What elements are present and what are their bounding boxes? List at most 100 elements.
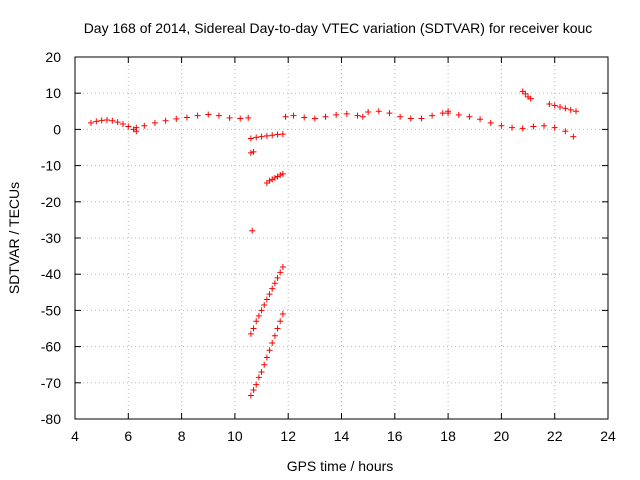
data-point (183, 114, 190, 121)
data-point (114, 119, 121, 126)
x-tick-label: 8 (178, 428, 186, 444)
data-point (258, 307, 265, 314)
data-point (253, 134, 260, 141)
data-point (466, 113, 473, 120)
data-point (455, 111, 462, 118)
data-point (194, 112, 201, 119)
data-point (263, 132, 270, 139)
y-tick-label: 10 (45, 85, 61, 101)
data-point (258, 133, 265, 140)
x-tick-label: 10 (227, 428, 243, 444)
data-point (271, 332, 278, 339)
data-point (87, 119, 94, 126)
data-point (562, 105, 569, 112)
data-point (397, 113, 404, 120)
data-point (477, 116, 484, 123)
axis-ticks: 4 6 8 10 12 14 16 18 20 22 24 -80 -70 -60 -50 -40 -30 -20… (41, 49, 616, 444)
data-point (527, 95, 534, 102)
data-point (274, 325, 281, 332)
data-point (162, 117, 169, 124)
y-axis-label: SDTVAR / TECUs (6, 182, 22, 294)
data-point (151, 119, 158, 126)
data-point (567, 106, 574, 113)
data-point (173, 115, 180, 122)
data-point (333, 111, 340, 118)
data-point (247, 392, 254, 399)
data-point (551, 102, 558, 109)
data-point (247, 330, 254, 337)
data-point (375, 108, 382, 115)
data-point (279, 131, 286, 138)
data-point (258, 368, 265, 375)
data-point (269, 132, 276, 139)
data-point (311, 115, 318, 122)
data-point (365, 109, 372, 116)
x-tick-label: 20 (494, 428, 510, 444)
data-point (205, 111, 212, 118)
data-point (551, 124, 558, 131)
data-point (445, 110, 452, 117)
data-point (269, 176, 276, 183)
data-point (359, 113, 366, 120)
data-point (301, 114, 308, 121)
data-point (274, 131, 281, 138)
data-point (250, 148, 257, 155)
data-point (261, 301, 268, 308)
y-tick-label: -80 (41, 411, 61, 427)
data-point (215, 112, 222, 119)
data-point (250, 325, 257, 332)
y-tick-label: -70 (41, 375, 61, 391)
x-axis-label: GPS time / hours (287, 458, 394, 474)
data-point (247, 149, 254, 156)
data-point (263, 296, 270, 303)
data-point (255, 312, 262, 319)
data-point (274, 274, 281, 281)
y-tick-label: -10 (41, 158, 61, 174)
data-point (266, 347, 273, 354)
data-point (519, 125, 526, 132)
data-point (133, 124, 140, 131)
data-point (253, 318, 260, 325)
chart-title: Day 168 of 2014, Sidereal Day-to-day VTE… (84, 20, 593, 36)
data-point (249, 227, 256, 234)
data-point (266, 291, 273, 298)
data-point (98, 117, 105, 124)
data-point (103, 116, 110, 123)
data-point (557, 103, 564, 110)
data-point (237, 115, 244, 122)
data-point (429, 112, 436, 119)
data-point (271, 280, 278, 287)
x-tick-label: 24 (600, 428, 616, 444)
data-point (439, 110, 446, 117)
data-point (519, 88, 526, 95)
data-point (93, 118, 100, 125)
data-point (271, 174, 278, 181)
data-point (418, 115, 425, 122)
y-tick-label: -20 (41, 194, 61, 210)
data-point (141, 122, 148, 129)
data-point (530, 123, 537, 130)
data-point (541, 122, 548, 129)
x-tick-label: 6 (124, 428, 132, 444)
data-point (250, 387, 257, 394)
data-point (279, 263, 286, 270)
data-point (279, 311, 286, 318)
data-point (277, 172, 284, 179)
data-point (562, 128, 569, 135)
data-point (226, 114, 233, 121)
data-point (290, 112, 297, 119)
data-point (322, 113, 329, 120)
x-tick-label: 22 (547, 428, 563, 444)
data-point (522, 90, 529, 97)
data-point (247, 135, 254, 142)
data-point (546, 101, 553, 108)
data-point (487, 119, 494, 126)
data-point (255, 374, 262, 381)
data-point (509, 124, 516, 131)
data-point (573, 108, 580, 115)
data-point (343, 110, 350, 117)
data-point (386, 110, 393, 117)
x-tick-label: 12 (280, 428, 296, 444)
data-point (261, 361, 268, 368)
